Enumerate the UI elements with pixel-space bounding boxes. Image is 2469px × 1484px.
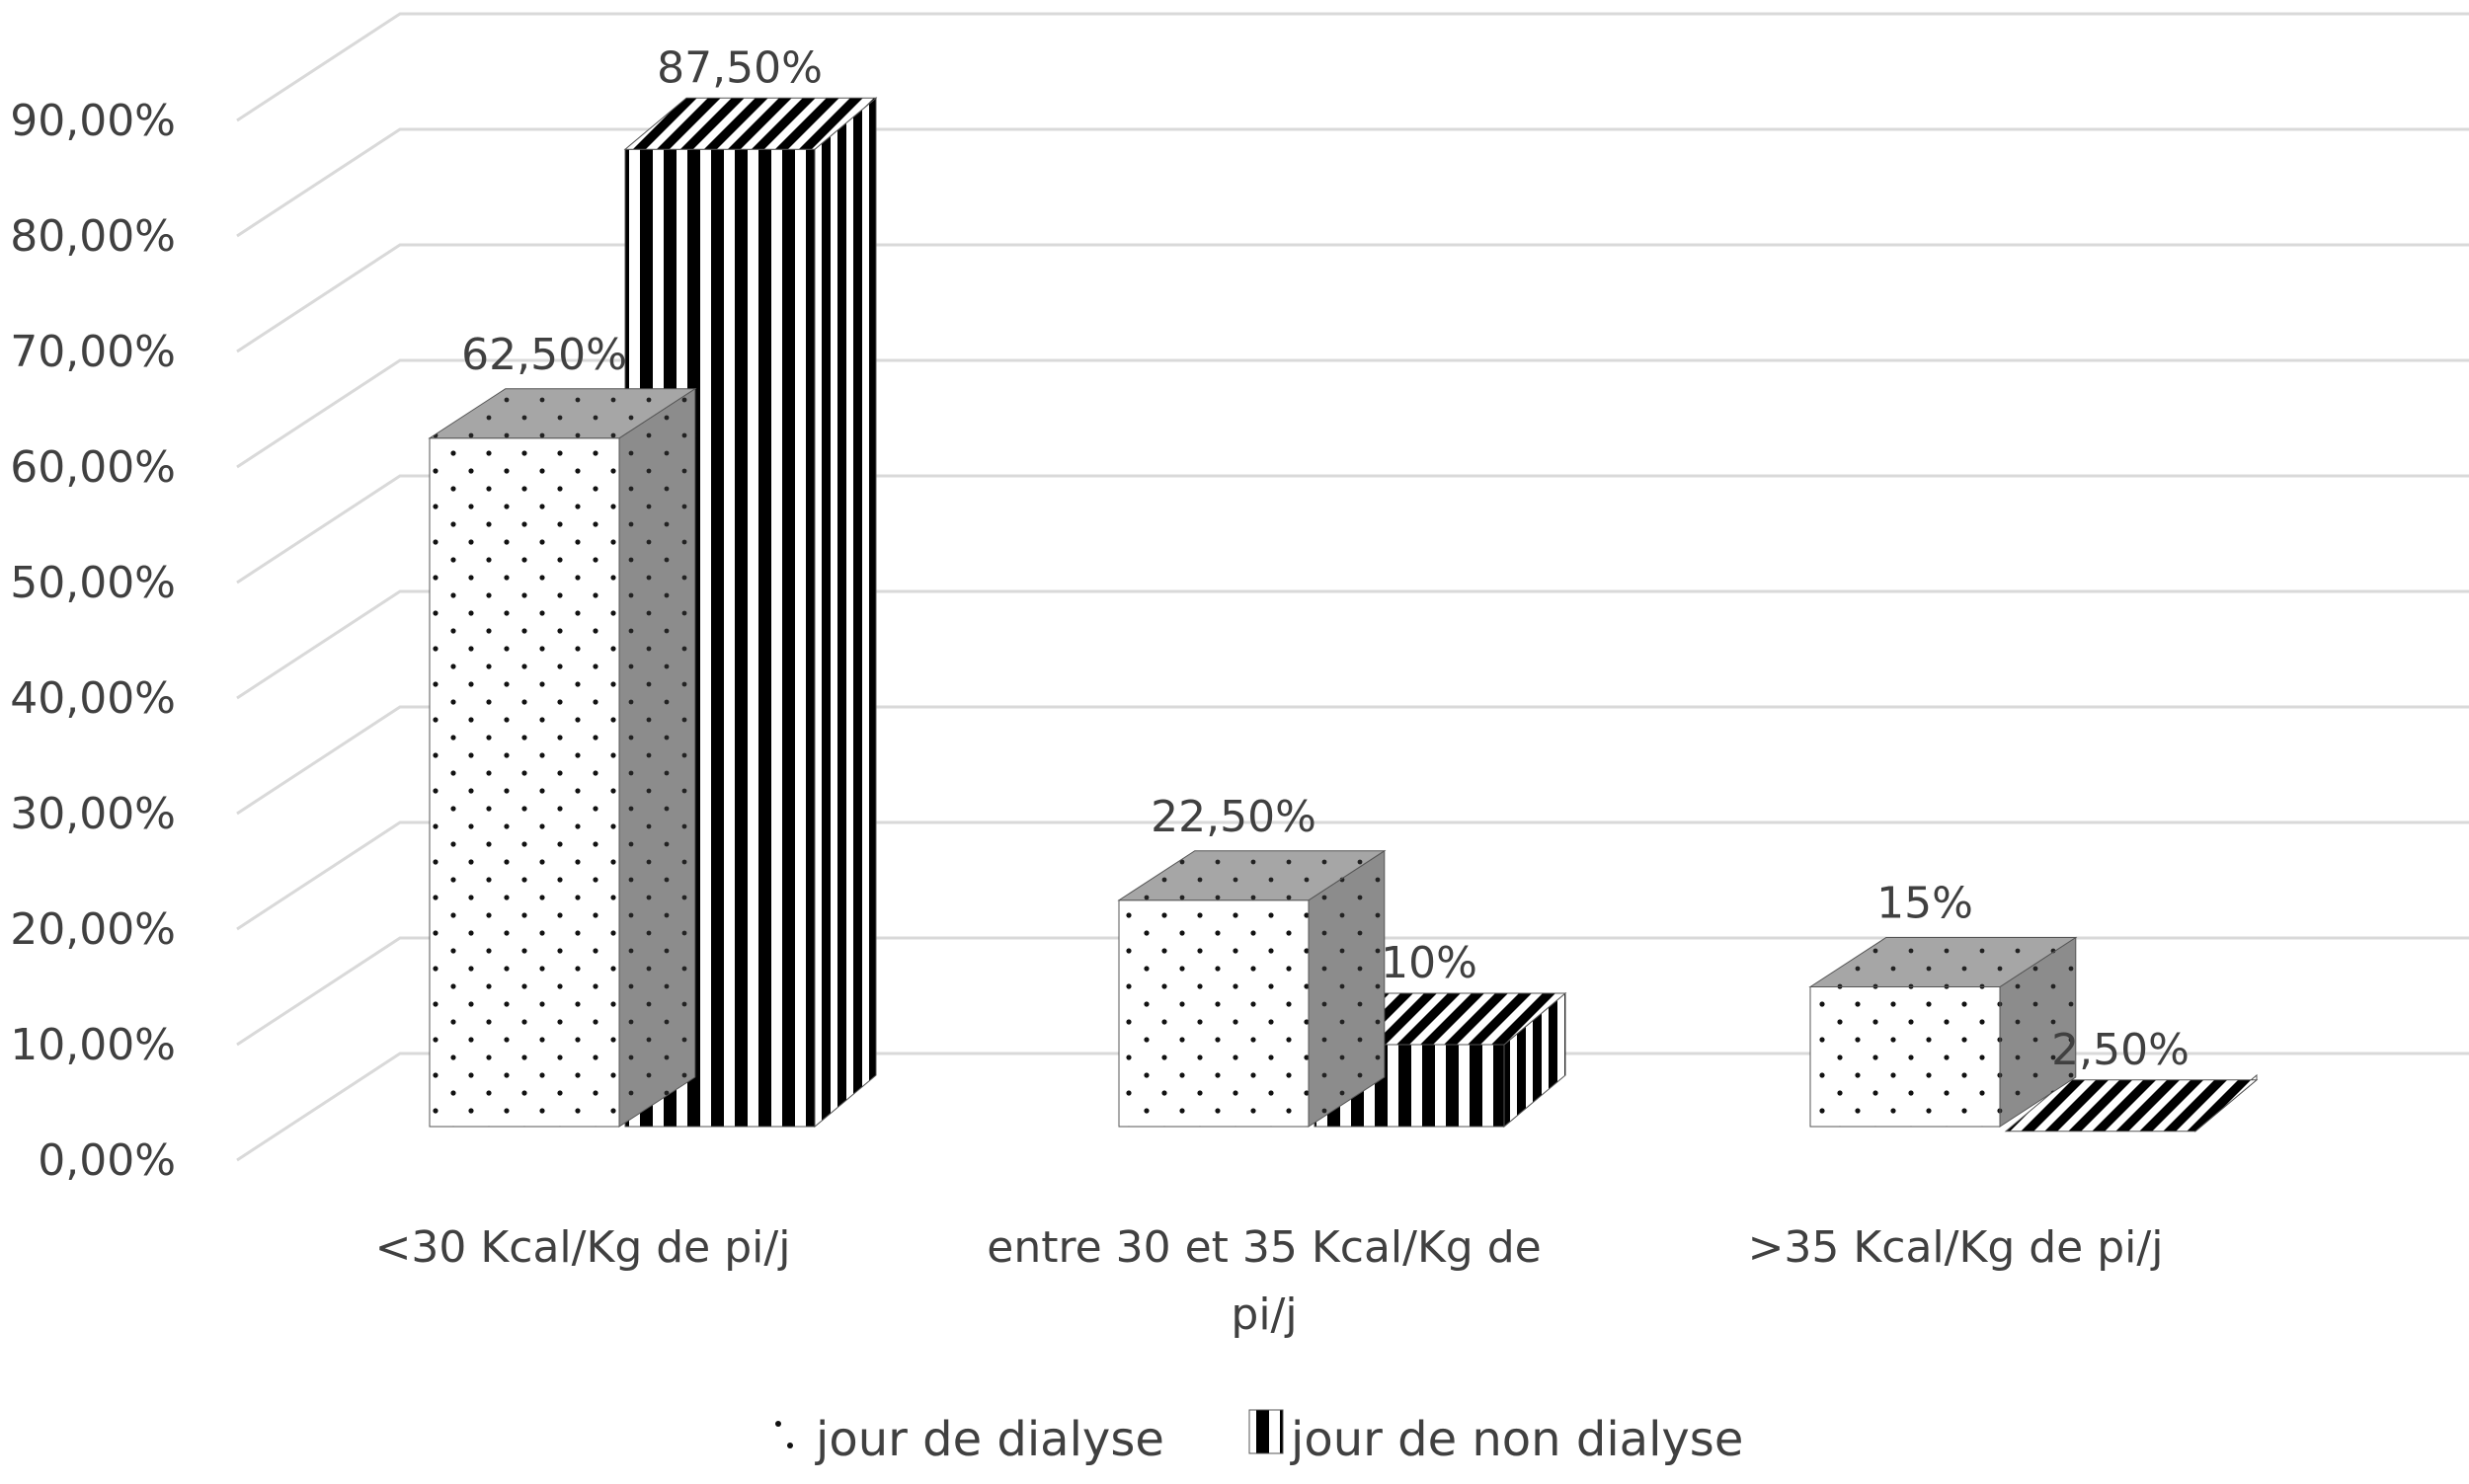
gridline: [236, 127, 2469, 238]
category-labels: <30 Kcal/Kg de pi/j entre 30 et 35 Kcal/K…: [375, 1222, 2164, 1340]
bar-dialyse-top: [428, 388, 697, 439]
gridline: [236, 936, 2469, 1047]
y-axis-ticks: 0,00% 10,00% 20,00% 30,00% 40,00% 50,00% 60,00…: [10, 96, 176, 1186]
y-tick-label: 10,00%: [10, 1020, 176, 1070]
bar-dialyse-side: [618, 387, 696, 1128]
gridline: [236, 358, 2469, 469]
gridline: [236, 705, 2469, 816]
data-label-non-dialyse: 2,50%: [2051, 1025, 2190, 1075]
y-tick-label: 60,00%: [10, 442, 176, 493]
bar-dialyse-front: [1118, 899, 1310, 1128]
y-tick-label: 70,00%: [10, 327, 176, 377]
data-label-dialyse: 15%: [1876, 879, 1973, 929]
bar-non-dialyse-side: [814, 97, 877, 1129]
legend-swatch-dialyse-dot: [787, 1443, 793, 1448]
bar-dialyse-top: [1808, 937, 2078, 987]
y-tick-label: 0,00%: [38, 1135, 176, 1186]
bar-dialyse: [1117, 849, 1387, 1128]
data-label-non-dialyse: 87,50%: [657, 42, 823, 93]
y-tick-label: 30,00%: [10, 789, 176, 839]
y-tick-label: 90,00%: [10, 96, 176, 146]
bar-dialyse: [428, 387, 697, 1128]
gridline: [236, 820, 2469, 931]
y-tick-label: 50,00%: [10, 558, 176, 608]
data-label-dialyse: 62,50%: [461, 330, 627, 380]
legend: jour de dialyse jour de non dialyse: [775, 1409, 1743, 1467]
category-label: entre 30 et 35 Kcal/Kg de: [987, 1222, 1541, 1273]
bar-dialyse-front: [1809, 986, 2001, 1128]
gridline: [236, 1052, 2469, 1162]
category-label: <30 Kcal/Kg de pi/j: [375, 1222, 791, 1273]
data-label-dialyse: 22,50%: [1151, 792, 1316, 842]
y-tick-label: 40,00%: [10, 673, 176, 724]
legend-label-non-dialyse: jour de non dialyse: [1290, 1412, 1743, 1467]
bar-dialyse: [1808, 936, 2078, 1128]
category-label: >35 Kcal/Kg de pi/j: [1748, 1222, 2164, 1273]
category-label: pi/j: [1231, 1289, 1297, 1340]
y-tick-label: 80,00%: [10, 211, 176, 262]
gridline: [236, 243, 2469, 353]
bar-non-dialyse-top: [623, 97, 878, 150]
gridline: [236, 474, 2469, 585]
bar-dialyse-front: [429, 437, 620, 1128]
gridline: [236, 589, 2469, 700]
bar-non-dialyse: [2004, 1073, 2259, 1133]
gridline: [236, 12, 2469, 122]
data-label-non-dialyse: 10%: [1381, 938, 1477, 988]
y-tick-label: 20,00%: [10, 904, 176, 955]
data-labels: 62,50% 87,50% 22,50% 10% 15% 2,50%: [461, 42, 2190, 1075]
gridlines: [236, 12, 2469, 1162]
bars: [428, 97, 2259, 1133]
legend-label-dialyse: jour de dialyse: [815, 1412, 1164, 1467]
legend-swatch-dialyse: [775, 1421, 781, 1427]
bar-dialyse-top: [1117, 850, 1387, 901]
bar-non-dialyse-top: [2004, 1079, 2259, 1133]
legend-swatch-non-dialyse: [1248, 1409, 1284, 1454]
